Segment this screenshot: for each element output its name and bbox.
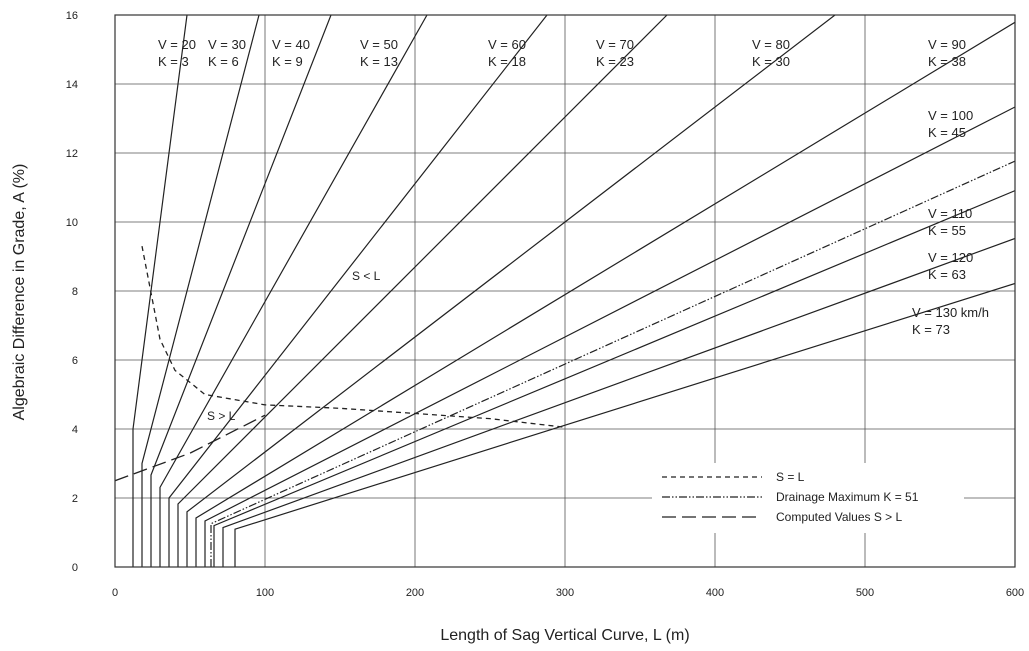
curve-label-k: K = 30 <box>752 54 790 69</box>
x-tick-label: 500 <box>856 587 874 599</box>
curve-label-v: V = 90 <box>928 37 966 52</box>
x-tick-label: 100 <box>256 587 274 599</box>
curve-label-k: K = 45 <box>928 125 966 140</box>
y-tick-label: 10 <box>66 217 78 229</box>
curve-label-v: V = 70 <box>596 37 634 52</box>
curve-label-v: V = 80 <box>752 37 790 52</box>
curve-labels: V = 20 K = 3 V = 30 K = 6 V = 40 K = 9 V = 50 K… <box>158 37 989 337</box>
k-curve-line <box>222 237 1015 567</box>
curve-label-k: K = 73 <box>912 322 950 337</box>
curve-label-v: V = 110 <box>928 206 972 221</box>
y-tick-label: 0 <box>72 562 78 574</box>
k-curves <box>132 15 1015 567</box>
region-label-s-greater-l: S > L <box>207 409 236 423</box>
y-axis-title: Algebraic Difference in Grade, A (%) <box>11 164 28 421</box>
y-tick-label: 2 <box>72 493 78 505</box>
curve-label-k: K = 38 <box>928 54 966 69</box>
curve-label-k: K = 13 <box>360 54 398 69</box>
curve-label-v: V = 130 km/h <box>912 305 989 320</box>
computed-s-gt-l-line <box>115 414 266 482</box>
x-tick-label: 400 <box>706 587 724 599</box>
x-tick-label: 0 <box>112 587 118 599</box>
legend-background <box>652 463 964 533</box>
k-curve-line <box>132 15 188 567</box>
y-tick-label: 8 <box>72 286 78 298</box>
k-curve-line <box>141 15 260 567</box>
axis-ticks: 0 2 4 6 8 10 12 14 16 0 100 200 300 400 500 600 <box>66 10 1024 599</box>
y-tick-label: 14 <box>66 79 78 91</box>
x-tick-label: 300 <box>556 587 574 599</box>
curve-label-v: V = 50 <box>360 37 398 52</box>
curve-label-v: V = 100 <box>928 108 973 123</box>
k-curve-line <box>186 15 836 567</box>
k-curve-line <box>168 15 548 567</box>
curve-label-k: K = 18 <box>488 54 526 69</box>
curve-label-v: V = 30 <box>208 37 246 52</box>
legend-label-drainage: Drainage Maximum K = 51 <box>776 490 919 504</box>
x-tick-label: 600 <box>1006 587 1024 599</box>
x-axis-title: Length of Sag Vertical Curve, L (m) <box>440 627 689 644</box>
curve-label-k: K = 6 <box>208 54 239 69</box>
k-curve-line <box>204 106 1015 567</box>
curve-label-v: V = 20 <box>158 37 196 52</box>
k-curve-line <box>195 21 1015 567</box>
curve-label-k: K = 3 <box>158 54 189 69</box>
legend: S = L Drainage Maximum K = 51 Computed V… <box>652 463 964 533</box>
curve-label-v: V = 120 <box>928 250 973 265</box>
k-curve-line <box>234 282 1015 567</box>
legend-label-computed: Computed Values S > L <box>776 510 903 524</box>
plot-frame <box>114 14 1016 568</box>
y-tick-label: 16 <box>66 10 78 22</box>
curve-label-v: V = 40 <box>272 37 310 52</box>
k-curve-line <box>159 15 428 567</box>
k-curve-line <box>150 15 332 567</box>
legend-label-s-equals-l: S = L <box>776 470 805 484</box>
k-curve-line <box>177 15 668 567</box>
curve-label-v: V = 60 <box>488 37 526 52</box>
k-curve-line <box>213 190 1015 567</box>
drainage-maximum-line <box>210 160 1015 567</box>
y-tick-label: 4 <box>72 424 78 436</box>
x-tick-label: 200 <box>406 587 424 599</box>
special-curves <box>115 160 1015 567</box>
curve-label-k: K = 9 <box>272 54 303 69</box>
y-tick-label: 6 <box>72 355 78 367</box>
curve-label-k: K = 55 <box>928 223 966 238</box>
s-equals-l-line <box>141 246 566 428</box>
region-label-s-less-l: S < L <box>352 269 381 283</box>
y-tick-label: 12 <box>66 148 78 160</box>
curve-label-k: K = 23 <box>596 54 634 69</box>
curve-label-k: K = 63 <box>928 267 966 282</box>
